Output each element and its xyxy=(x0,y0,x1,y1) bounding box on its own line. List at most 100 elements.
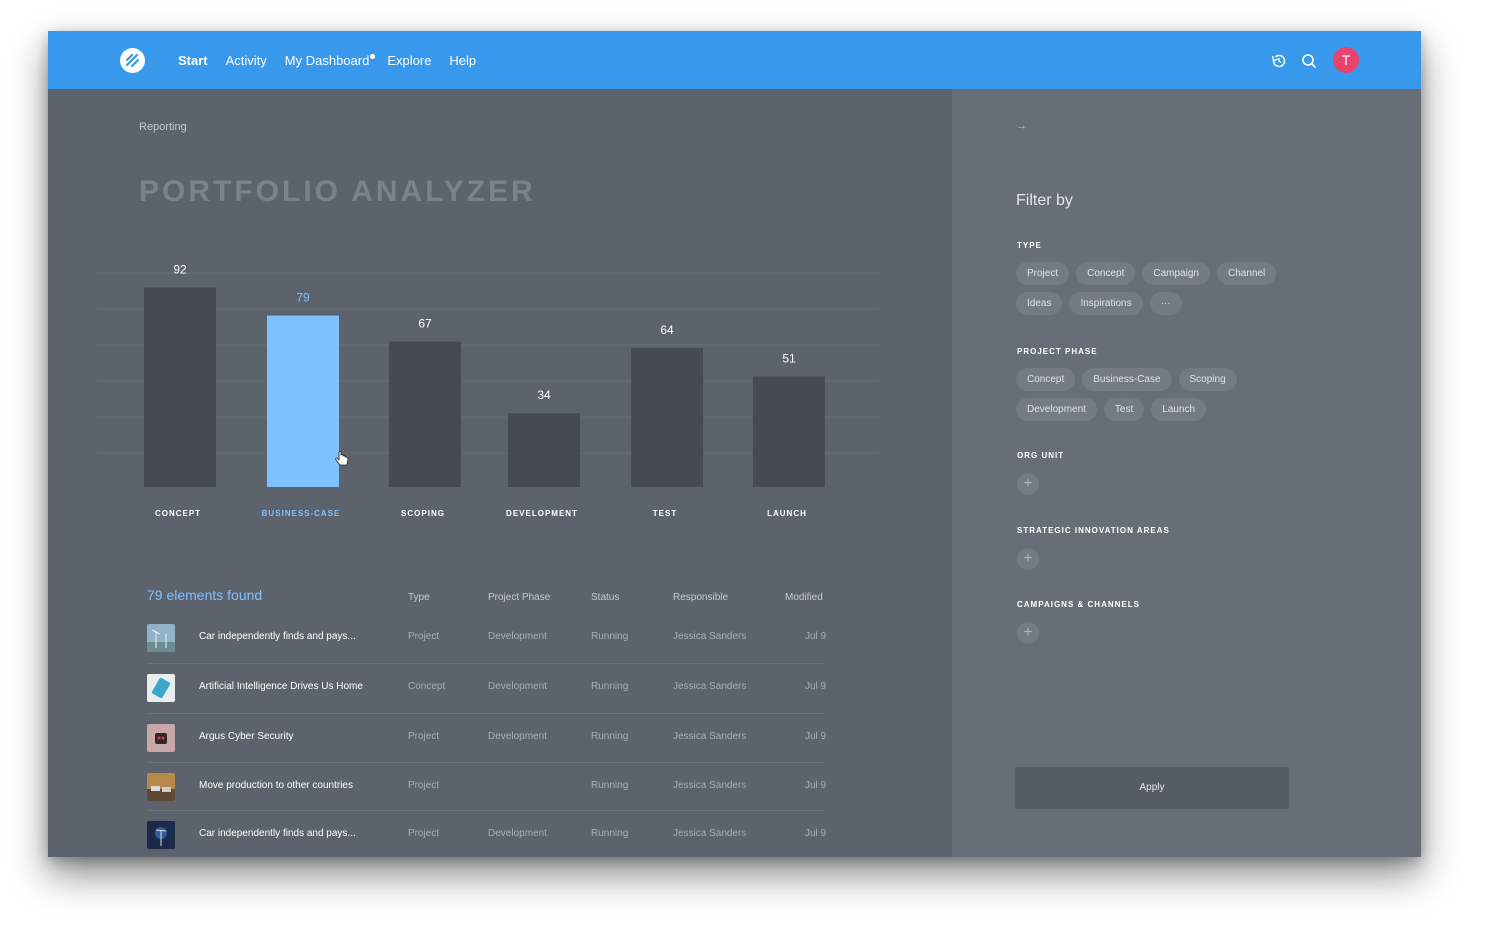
filter-title: Filter by xyxy=(1016,192,1073,209)
nav-item-help[interactable]: Help xyxy=(449,52,477,68)
category-label: SCOPING xyxy=(401,509,445,518)
search-icon[interactable] xyxy=(1300,52,1318,70)
column-header-modified[interactable]: Modified xyxy=(785,592,823,603)
hand-cursor-icon xyxy=(335,451,349,466)
row-type: Project xyxy=(408,780,440,791)
row-name: Move production to other countries xyxy=(199,780,353,791)
row-modified: Jul 9 xyxy=(805,731,827,742)
nav-item-explore[interactable]: Explore xyxy=(387,52,432,68)
history-icon[interactable] xyxy=(1270,52,1288,70)
bar-concept[interactable] xyxy=(144,287,216,487)
nav-item-my-dashboard[interactable]: My Dashboard xyxy=(284,52,376,68)
filter-chip[interactable]: ··· xyxy=(1149,292,1182,315)
notification-dot xyxy=(370,53,376,59)
row-modified: Jul 9 xyxy=(805,681,827,692)
filter-chip[interactable]: Launch xyxy=(1151,398,1207,421)
type-chips: Project Concept Campaign Channel xyxy=(1016,262,1283,285)
thumbnail-image xyxy=(147,624,175,652)
filter-chip[interactable]: Development xyxy=(1016,398,1097,421)
page-title: PORTFOLIO ANALYZER xyxy=(139,175,536,208)
filter-chip[interactable]: Scoping xyxy=(1178,368,1237,391)
row-name: Car independently finds and pays... xyxy=(199,828,356,839)
filter-chip[interactable]: Test xyxy=(1103,398,1145,421)
filter-chip[interactable]: Concept xyxy=(1016,368,1076,391)
row-status: Running xyxy=(591,681,629,692)
add-innovation-area-button[interactable]: + xyxy=(1017,548,1039,570)
row-name: Car independently finds and pays... xyxy=(199,631,356,642)
row-modified: Jul 9 xyxy=(805,828,827,839)
filter-chip[interactable]: Channel xyxy=(1216,262,1277,285)
filter-chip[interactable]: Inspirations xyxy=(1069,292,1143,315)
bar-business-case[interactable] xyxy=(267,315,339,487)
add-org-unit-button[interactable]: + xyxy=(1017,473,1039,495)
table-row[interactable]: Car independently finds and pays... Proje… xyxy=(147,614,827,663)
row-name: Artificial Intelligence Drives Us Home xyxy=(199,681,363,692)
nav-item-start[interactable]: Start xyxy=(178,52,208,68)
logo-icon[interactable] xyxy=(120,48,145,73)
bar-value-label: 34 xyxy=(537,388,551,402)
add-campaign-channel-button[interactable]: + xyxy=(1017,622,1039,644)
filter-chip[interactable]: Concept xyxy=(1076,262,1136,285)
apply-button[interactable]: Apply xyxy=(1015,767,1289,809)
table-row[interactable]: Argus Cyber Security Project Development Ru… xyxy=(147,713,827,762)
row-type: Concept xyxy=(408,681,446,692)
column-header-status[interactable]: Status xyxy=(591,592,620,603)
bar-test[interactable] xyxy=(631,348,703,487)
row-type: Project xyxy=(408,731,440,742)
column-header-responsible[interactable]: Responsible xyxy=(673,592,729,603)
row-type: Project xyxy=(408,828,440,839)
avatar[interactable]: T xyxy=(1333,47,1359,73)
row-status: Running xyxy=(591,828,629,839)
table-row[interactable]: Car independently finds and pays... Proje… xyxy=(147,810,827,857)
breadcrumb[interactable]: Reporting xyxy=(139,121,187,133)
row-phase: Development xyxy=(488,631,547,642)
nav-item-my-dashboard-label: My Dashboard xyxy=(284,52,370,68)
row-name: Argus Cyber Security xyxy=(199,731,294,742)
bar-value-label: 67 xyxy=(418,317,432,331)
row-modified: Jul 9 xyxy=(805,631,827,642)
results-count: 79 elements found xyxy=(147,587,263,603)
filter-chip[interactable]: Campaign xyxy=(1142,262,1210,285)
top-navigation-bar: Start Activity My Dashboard Explore Help… xyxy=(48,31,1421,89)
bar-launch[interactable] xyxy=(753,376,825,487)
section-title-campaigns-channels: CAMPAIGNS & CHANNELS xyxy=(1017,600,1140,609)
table-row[interactable]: Artificial Intelligence Drives Us Home Co… xyxy=(147,663,827,712)
row-responsible: Jessica Sanders xyxy=(673,731,747,742)
main-content: Reporting PORTFOLIO ANALYZER 92 CONCEPT 79… xyxy=(48,89,952,857)
section-title-innovation-areas: STRATEGIC INNOVATION AREAS xyxy=(1017,526,1170,535)
bar-value-label: 64 xyxy=(660,323,674,337)
row-responsible: Jessica Sanders xyxy=(673,828,747,839)
row-responsible: Jessica Sanders xyxy=(673,681,747,692)
nav-item-activity[interactable]: Activity xyxy=(225,52,267,68)
filter-chip[interactable]: Project xyxy=(1016,262,1070,285)
category-label: TEST xyxy=(653,509,677,518)
category-label: DEVELOPMENT xyxy=(506,509,578,518)
filter-sidebar: → Filter by TYPE Project Concept Campaign C… xyxy=(952,89,1421,857)
app-window: Start Activity My Dashboard Explore Help… xyxy=(48,31,1421,857)
thumbnail-image xyxy=(147,674,175,702)
arrow-right-icon[interactable]: → xyxy=(1016,120,1027,132)
column-header-type[interactable]: Type xyxy=(408,592,430,603)
row-phase: Development xyxy=(488,731,547,742)
thumbnail-image xyxy=(147,773,175,801)
bar-value-label: 51 xyxy=(782,351,796,365)
row-status: Running xyxy=(591,780,629,791)
bar-value-label: 79 xyxy=(296,291,310,305)
row-phase: Development xyxy=(488,828,547,839)
column-header-project-phase[interactable]: Project Phase xyxy=(488,592,551,603)
phase-chips-more: Development Test Launch xyxy=(1016,398,1213,421)
row-type: Project xyxy=(408,631,440,642)
section-title-project-phase: PROJECT PHASE xyxy=(1017,347,1098,356)
row-responsible: Jessica Sanders xyxy=(673,780,747,791)
table-row[interactable]: Move production to other countries Projec… xyxy=(147,762,826,811)
section-title-org-unit: ORG UNIT xyxy=(1017,451,1065,460)
thumbnail-image xyxy=(147,724,175,752)
main-nav: Start Activity My Dashboard Explore Help xyxy=(178,31,494,89)
row-status: Running xyxy=(591,631,629,642)
bar-scoping[interactable] xyxy=(389,341,461,487)
bar-development[interactable] xyxy=(508,413,580,487)
filter-chip[interactable]: Business-Case xyxy=(1082,368,1172,391)
category-label: BUSINESS-CASE xyxy=(262,509,341,518)
filter-chip[interactable]: Ideas xyxy=(1016,292,1063,315)
section-title-type: TYPE xyxy=(1017,241,1042,250)
